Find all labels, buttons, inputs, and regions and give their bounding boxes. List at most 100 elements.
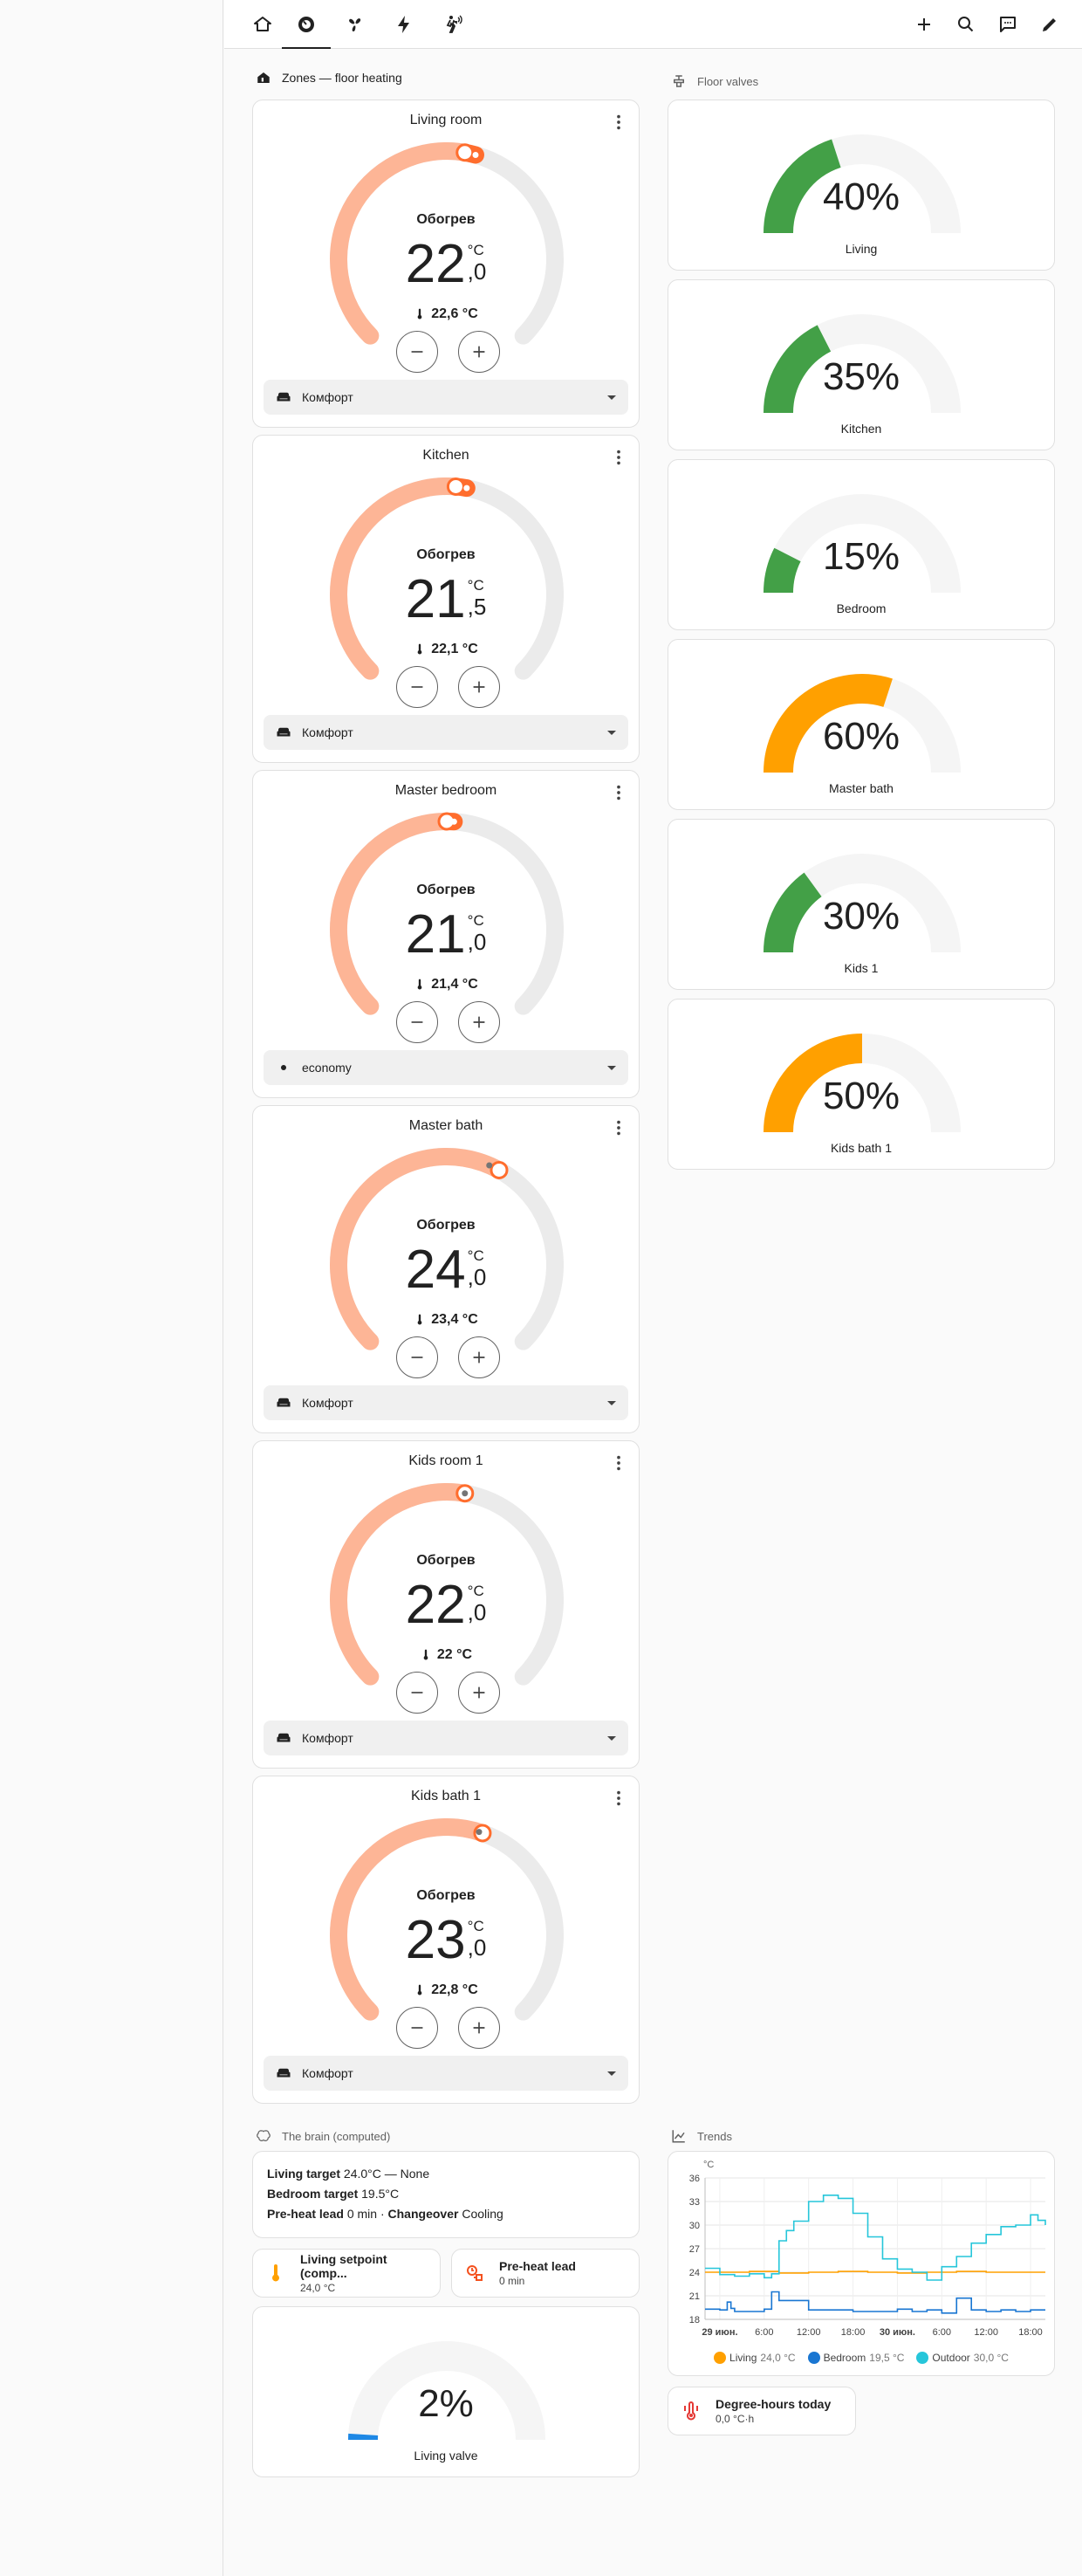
living-target-line: Living target 24.0°C — None (267, 2164, 625, 2184)
current-temperature: 22,6 °C (253, 306, 639, 322)
thermostat-dial[interactable] (325, 1481, 569, 1698)
thermostat-dial[interactable] (325, 811, 569, 1027)
plus-icon (473, 1686, 485, 1699)
valve-gauge-card[interactable]: 50% Kids bath 1 (668, 999, 1055, 1170)
more-options-icon[interactable] (609, 1789, 628, 1808)
hvac-mode-label: Обогрев (416, 1218, 476, 1233)
search-button[interactable] (945, 0, 987, 49)
increase-temperature-button[interactable] (458, 1336, 500, 1378)
chevron-down-icon (607, 2071, 616, 2076)
tab-energy[interactable] (380, 0, 428, 49)
increase-temperature-button[interactable] (458, 1001, 500, 1043)
gauge-arc (764, 1034, 961, 1133)
gauge-arc (764, 674, 961, 773)
valve-gauge-card[interactable]: 15% Bedroom (668, 459, 1055, 630)
preset-mode-select[interactable]: economy (264, 1050, 628, 1085)
gauge-label: Living (845, 242, 878, 256)
thermostat-name: Living room (409, 113, 483, 127)
plus-icon (473, 1351, 485, 1364)
increase-temperature-button[interactable] (458, 331, 500, 373)
gauge-arc (764, 134, 961, 234)
target-integer: 24 (405, 1240, 466, 1300)
decrease-temperature-button[interactable] (396, 1672, 438, 1714)
more-options-icon[interactable] (609, 1453, 628, 1473)
legend-item[interactable]: Outdoor 30,0 °C (916, 2352, 1009, 2364)
thermostat-card: Living room Обогрев 22 °C ,0 22,6 °C Комф… (252, 100, 640, 428)
preset-mode-select[interactable]: Комфорт (264, 2056, 628, 2091)
legend-name: Living (729, 2352, 757, 2364)
y-tick-label: 18 (689, 2315, 700, 2325)
decrease-temperature-button[interactable] (396, 331, 438, 373)
sidebar (0, 0, 223, 2576)
thermostat-card: Kitchen Обогрев 21 °C ,5 22,1 °C Комфорт (252, 435, 640, 763)
dial-handle[interactable] (455, 143, 475, 162)
thermostat-dial[interactable] (325, 1146, 569, 1363)
valve-gauge-card[interactable]: 40% Living (668, 100, 1055, 271)
edit-button[interactable] (1029, 0, 1071, 49)
thermostat-name: Master bedroom (394, 783, 497, 798)
y-axis-unit: °C (703, 2160, 714, 2170)
tab-fan[interactable] (331, 0, 380, 49)
minus-icon (411, 351, 423, 353)
tab-motion[interactable] (428, 0, 477, 49)
trends-history-card[interactable]: °C 36 33 30 27 24 21 18 29 июн. 6:00 12:00 18:00 30 … (668, 2151, 1055, 2376)
increase-temperature-button[interactable] (458, 2007, 500, 2049)
add-button[interactable] (903, 0, 945, 49)
preset-mode-select[interactable]: Комфорт (264, 1721, 628, 1755)
valve-gauge-card[interactable]: 60% Master bath (668, 639, 1055, 810)
degree-hours-tile[interactable]: Degree-hours today 0,0 °C·h (668, 2387, 856, 2435)
plus-icon (473, 681, 485, 693)
valve-gauge-card[interactable]: 30% Kids 1 (668, 819, 1055, 990)
chart-line-icon (672, 2130, 685, 2143)
decrease-temperature-button[interactable] (396, 666, 438, 708)
more-options-icon[interactable] (609, 113, 628, 132)
preset-mode-value: Комфорт (302, 725, 353, 739)
thermometer-icon (272, 2264, 279, 2282)
increase-temperature-button[interactable] (458, 1672, 500, 1714)
more-options-icon[interactable] (609, 448, 628, 467)
preset-mode-select[interactable]: Комфорт (264, 1385, 628, 1420)
current-temperature: 23,4 °C (253, 1312, 639, 1328)
home-thermometer-icon (257, 72, 270, 83)
y-tick-label: 33 (689, 2197, 700, 2208)
current-temperature: 22,8 °C (253, 1982, 639, 1998)
living-setpoint-tile[interactable]: Living setpoint (comp... 24,0 °C (252, 2249, 441, 2298)
home-icon (254, 17, 271, 31)
thermostat-dial[interactable] (325, 141, 569, 357)
plus-icon (473, 2022, 485, 2034)
tab-climate[interactable] (282, 0, 331, 49)
target-decimal: ,0 (467, 1934, 487, 1961)
thermostat-dial[interactable] (325, 476, 569, 692)
more-options-icon[interactable] (609, 1118, 628, 1137)
tile-name: Pre-heat lead (499, 2259, 576, 2273)
legend-item[interactable]: Living 24,0 °C (714, 2352, 796, 2364)
gauge-value: 30% (822, 895, 901, 938)
gauge-fill (764, 872, 823, 953)
preset-mode-select[interactable]: Комфорт (264, 715, 628, 750)
tile-state: 0 min (499, 2275, 525, 2287)
decrease-temperature-button[interactable] (396, 1001, 438, 1043)
decrease-temperature-button[interactable] (396, 2007, 438, 2049)
dial-handle[interactable] (446, 477, 465, 496)
minus-icon (411, 1021, 423, 1023)
sofa-icon (277, 392, 291, 402)
tile-state: 24,0 °C (300, 2282, 336, 2294)
more-options-icon[interactable] (609, 783, 628, 802)
target-unit: °C (467, 1918, 484, 1934)
target-integer: 21 (405, 569, 466, 629)
legend-item[interactable]: Bedroom 19,5 °C (807, 2352, 904, 2364)
decrease-temperature-button[interactable] (396, 1336, 438, 1378)
gauge-arc (764, 494, 961, 594)
tab-home[interactable] (238, 0, 287, 49)
valve-gauge-card[interactable]: 35% Kitchen (668, 279, 1055, 450)
dial-handle[interactable] (490, 1160, 509, 1179)
assist-button[interactable] (987, 0, 1029, 49)
thermometer-icon (417, 979, 422, 990)
preheat-lead-tile[interactable]: Pre-heat lead 0 min (451, 2249, 640, 2298)
legend-name: Bedroom (823, 2352, 866, 2364)
increase-temperature-button[interactable] (458, 666, 500, 708)
dot-icon (281, 1065, 286, 1070)
thermostat-dial[interactable] (325, 1817, 569, 2033)
preset-mode-select[interactable]: Комфорт (264, 380, 628, 415)
